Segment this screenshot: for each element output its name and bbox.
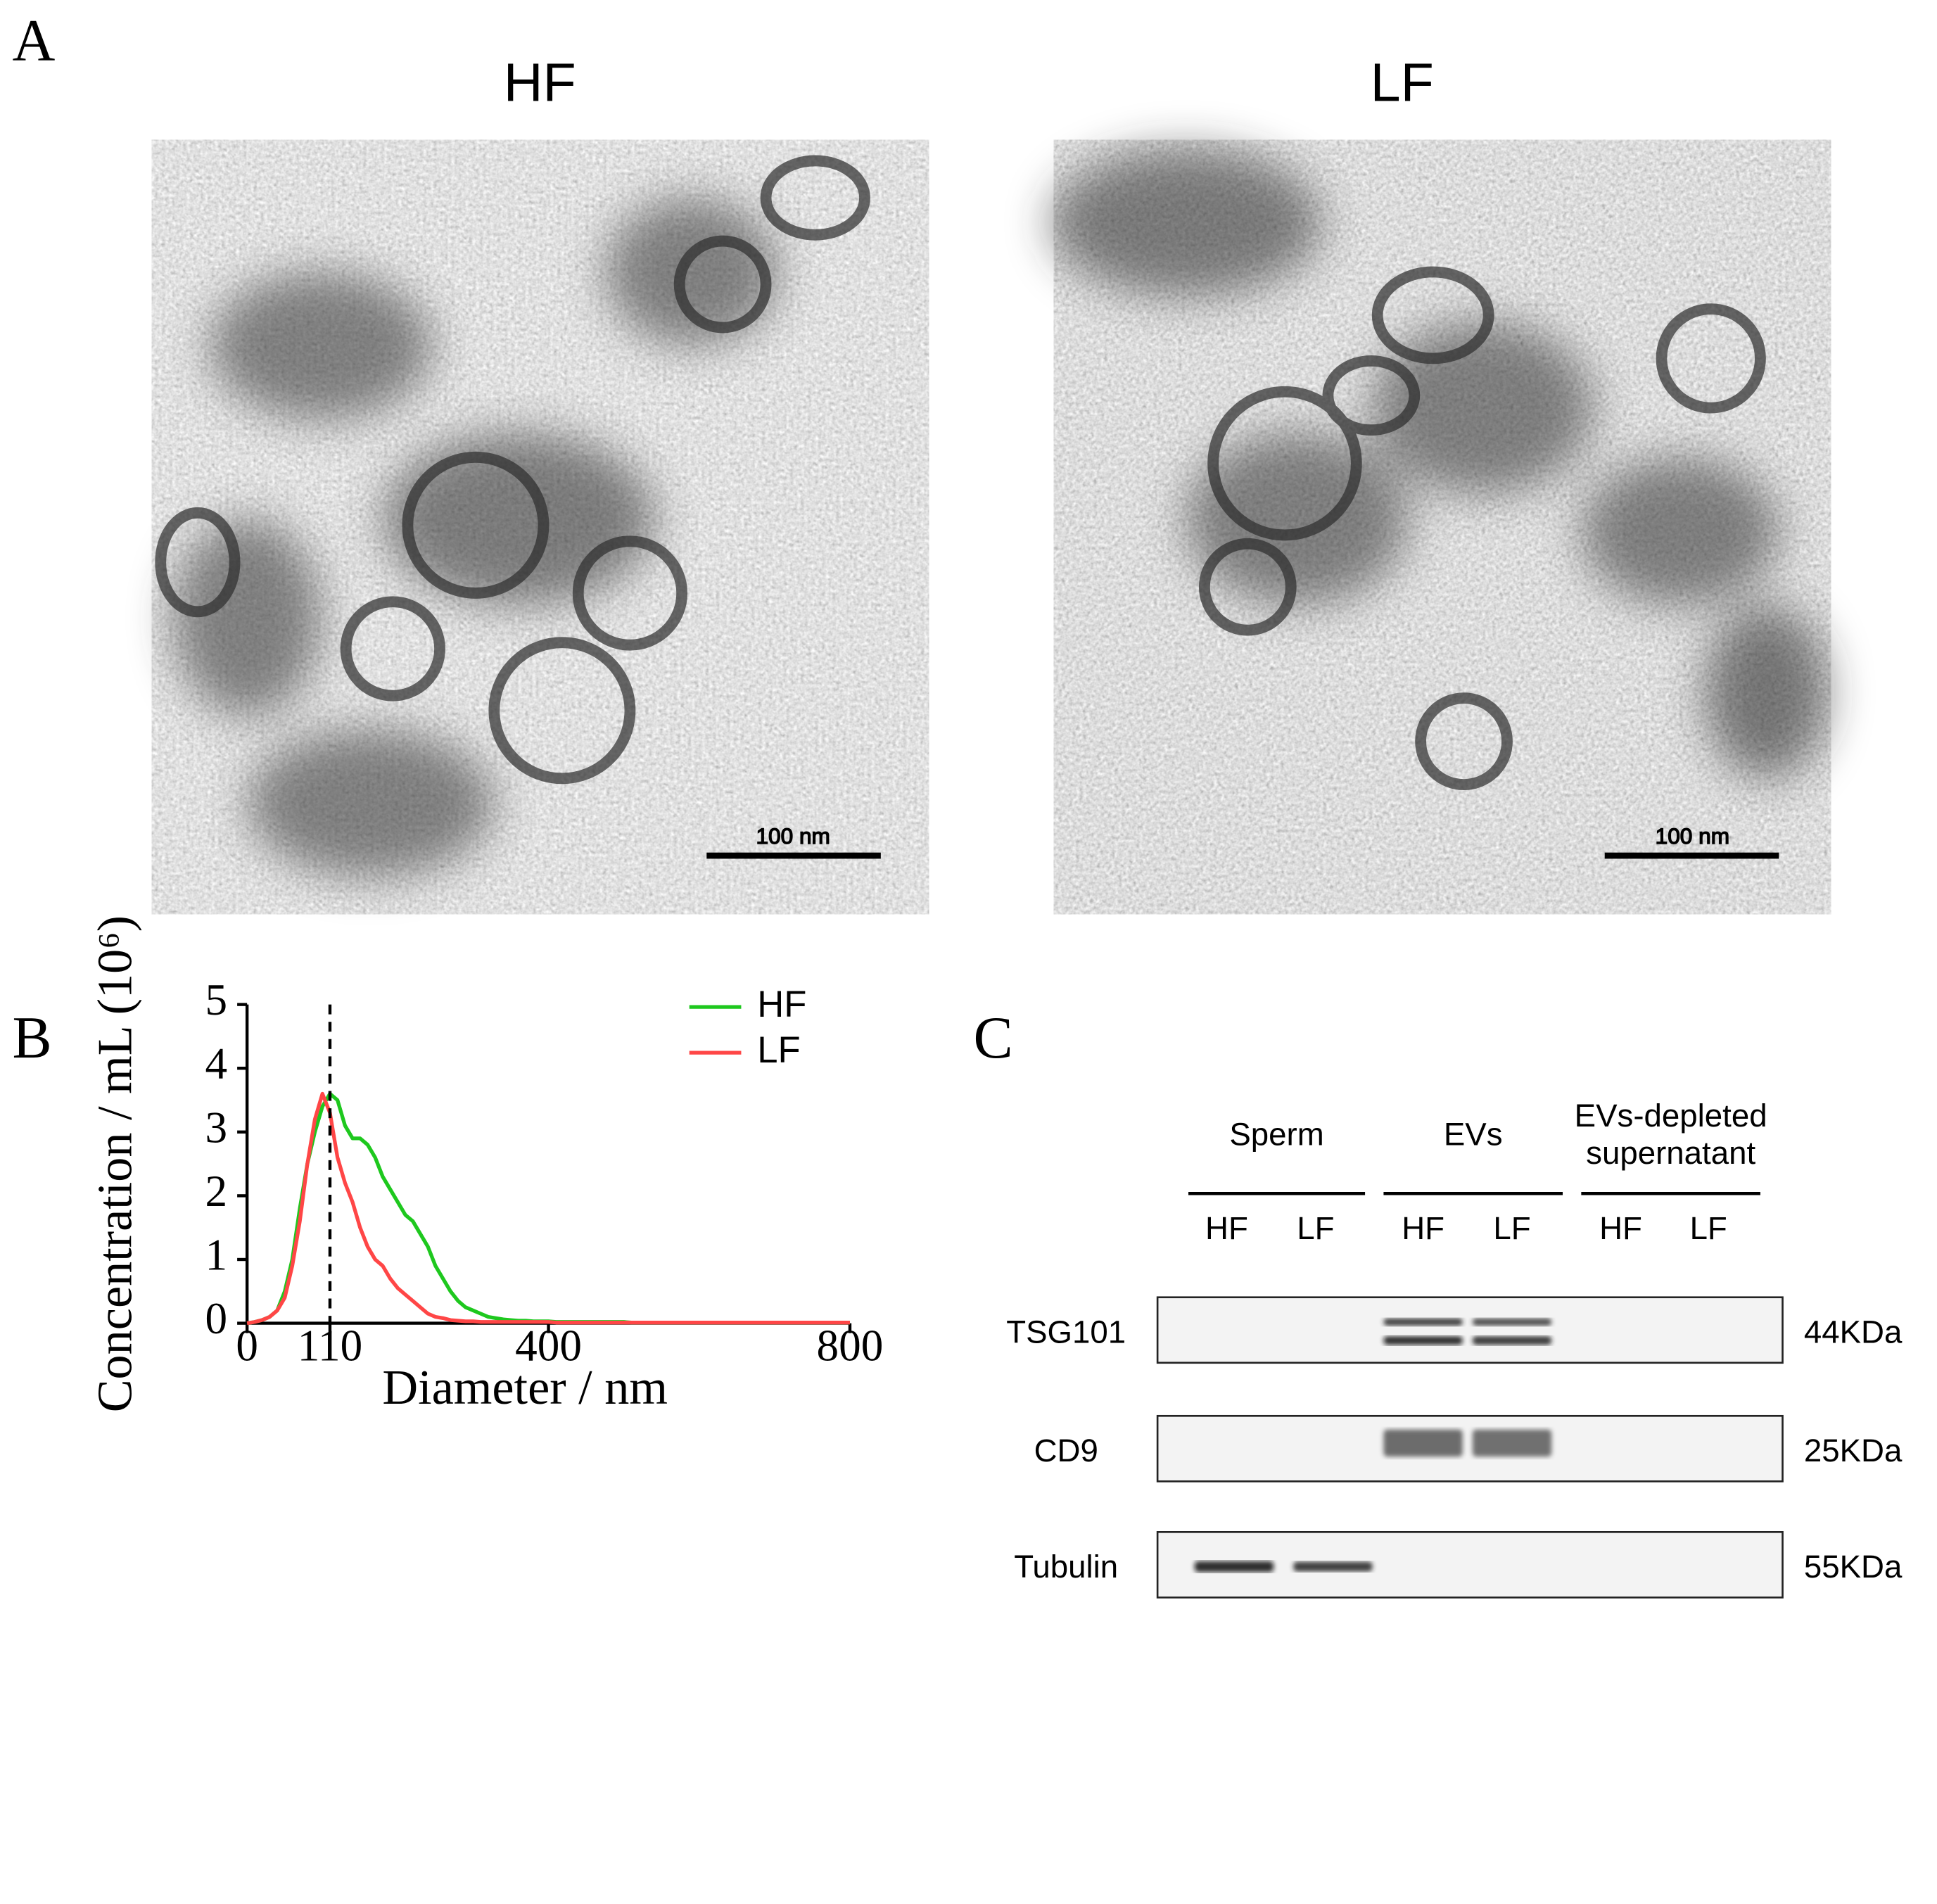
y-tick-label: 3 [205, 1103, 227, 1152]
image-title: LF [1371, 53, 1434, 113]
x-axis-title: Diameter / nm [382, 1360, 668, 1415]
group-label: Sperm [1229, 1117, 1323, 1153]
size-label: 44KDa [1804, 1314, 1903, 1350]
size-label: 55KDa [1804, 1549, 1903, 1585]
blot-band [1194, 1561, 1274, 1573]
protein-label: Tubulin [1014, 1549, 1118, 1585]
legend-label: LF [757, 1029, 800, 1071]
blot-strip [1156, 1414, 1784, 1483]
y-axis-title: Concentration / mL (10⁶) [87, 915, 142, 1412]
y-tick-label: 0 [205, 1294, 227, 1343]
scale-bar-label: 100 nm [1656, 823, 1729, 849]
blot-band [1383, 1318, 1463, 1326]
blot-band [1472, 1318, 1552, 1326]
micrograph: 100 nm [151, 139, 929, 915]
data-line [246, 1091, 850, 1326]
panel-letter: B [13, 1005, 52, 1071]
y-tick-label: 1 [205, 1231, 227, 1280]
lane-label: HF [1599, 1210, 1642, 1246]
group-label: EVs [1444, 1117, 1503, 1153]
lane-label: LF [1690, 1210, 1727, 1246]
x-tick-label: 110 [298, 1321, 362, 1371]
blot-band [1472, 1336, 1552, 1345]
panel-letter: C [974, 1005, 1013, 1071]
y-tick-label: 4 [205, 1039, 227, 1089]
x-tick-label: 0 [236, 1321, 258, 1371]
y-tick-label: 2 [205, 1167, 227, 1216]
size-label: 25KDa [1804, 1433, 1903, 1468]
data-line [246, 1091, 850, 1326]
blot-strip [1156, 1296, 1784, 1364]
protein-label: CD9 [1034, 1433, 1098, 1468]
panel-a: A HF LF 100 nm [13, 8, 1831, 915]
panel-letter: A [13, 8, 56, 74]
micrograph: 100 nm [1050, 139, 1831, 915]
blot-band [1383, 1429, 1463, 1457]
lane-label: LF [1493, 1210, 1530, 1246]
lane-label: HF [1205, 1210, 1248, 1246]
image-title: HF [504, 53, 576, 113]
blot-band [1472, 1429, 1552, 1457]
scale-bar-label: 100 nm [756, 823, 830, 849]
blot-band [1293, 1561, 1373, 1572]
x-tick-label: 400 [515, 1321, 582, 1371]
panel-b: B Diameter / nm Concentration / mL (10⁶)… [13, 915, 884, 1415]
group-label: EVs-depleted [1575, 1098, 1767, 1134]
blot-band [1383, 1336, 1463, 1345]
x-tick-label: 800 [817, 1321, 884, 1371]
lane-label: LF [1297, 1210, 1334, 1246]
lane-label: HF [1402, 1210, 1444, 1246]
group-label: supernatant [1586, 1135, 1755, 1171]
protein-label: TSG101 [1006, 1314, 1126, 1350]
legend-label: HF [757, 984, 806, 1025]
y-tick-label: 5 [205, 975, 227, 1024]
